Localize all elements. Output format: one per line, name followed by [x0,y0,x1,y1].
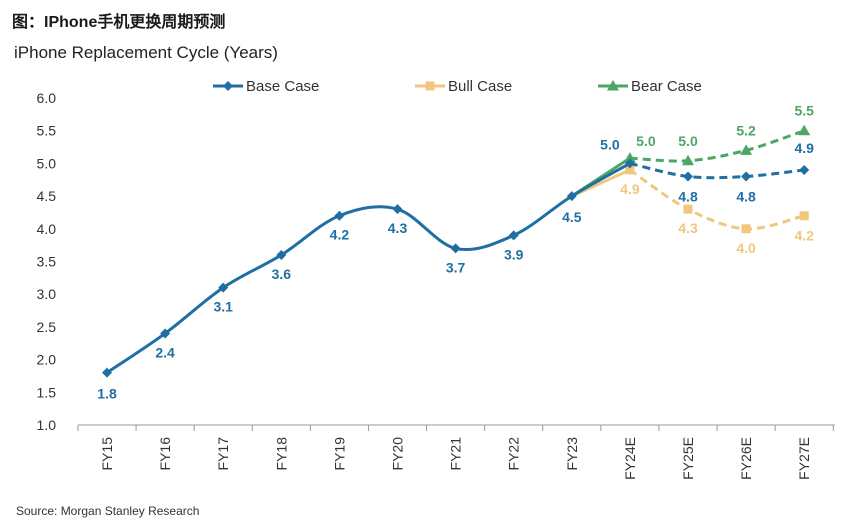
y-tick-label: 5.0 [37,155,57,171]
data-label: 4.8 [736,188,756,204]
bear-case-point [682,154,694,166]
data-label: 4.8 [678,188,698,204]
figure-title: 图：IPhone手机更换周期预测 [12,14,226,31]
y-tick-label: 4.5 [37,188,57,204]
x-tick-label: FY23 [564,437,580,471]
x-tick-label: FY15 [99,437,115,471]
base-case-point [508,230,519,241]
x-tick-label: FY24E [622,437,638,480]
series-layer [102,124,811,378]
data-label: 5.0 [636,133,656,149]
x-tick-label: FY18 [273,437,289,471]
data-label: 5.5 [794,103,814,119]
data-label: 4.3 [388,220,408,236]
bear-case-point [798,124,811,136]
base-case-point [683,171,693,182]
legend-label: Base Case [246,78,319,95]
legend-marker [223,81,233,91]
data-label: 1.8 [97,386,117,402]
bull-case-point [625,165,635,175]
y-tick-label: 3.5 [37,254,57,270]
data-label: 3.7 [446,259,466,275]
x-tick-label: FY27E [796,437,812,480]
bull-case-point [741,224,751,234]
legend-label: Bull Case [448,78,512,95]
data-label: 4.0 [736,240,756,256]
data-label: 4.3 [678,220,698,236]
x-tick-label: FY19 [331,437,347,471]
base-case-point [450,243,461,254]
x-tick-label: FY21 [448,437,464,471]
base-case-line-actual [106,162,631,374]
data-label: 5.0 [678,133,698,149]
chart-title: iPhone Replacement Cycle (Years) [14,43,278,62]
y-tick-label: 2.0 [37,352,57,368]
base-case-point [799,164,810,175]
legend-label: Bear Case [631,78,702,95]
source-note: Source: Morgan Stanley Research [16,504,200,518]
data-label: 3.6 [272,266,292,282]
bull-case-point [799,211,809,221]
bull-case-point [683,204,693,214]
x-tick-label: FY26E [738,437,754,480]
base-case-point [566,191,577,202]
y-tick-label: 1.5 [37,384,57,400]
bear-case-point [623,152,636,163]
y-tick-label: 4.0 [37,221,57,237]
data-label: 5.0 [600,136,620,152]
x-tick-label: FY17 [215,437,231,471]
bear-case-point [740,144,753,155]
base-case-point [218,282,229,293]
y-tick-label: 5.5 [37,123,57,139]
base-case-point [102,367,112,378]
bear-case-line-forecast [629,129,805,163]
base-case-point [160,328,171,339]
data-label: 4.9 [794,140,814,156]
y-tick-label: 1.0 [37,417,57,433]
data-label: 5.2 [736,122,756,138]
base-case-line-forecast [629,161,805,180]
base-case-point [334,210,345,221]
data-label: 3.9 [504,246,524,262]
data-label: 4.2 [794,228,814,244]
y-tick-label: 3.0 [37,286,57,302]
base-case-point [624,158,635,169]
base-case-point [392,204,403,215]
x-tick-label: FY20 [390,437,406,471]
y-tick-label: 6.0 [37,90,57,106]
line-chart: 1.0 1.5 2.0 2.5 3.0 3.5 4.0 4.5 5.0 5.5 6.0 FY15 FY1… [37,78,835,480]
x-tick-label: FY16 [157,437,173,471]
data-label: 4.9 [620,181,640,197]
base-case-point [741,171,752,182]
data-label: 3.1 [213,299,233,315]
legend: Base Case Bull Case Bear Case [213,78,702,95]
data-label: 4.5 [562,209,582,225]
x-tick-label: FY25E [680,437,696,480]
legend-marker [607,80,619,91]
data-label: 2.4 [155,344,175,360]
legend-marker [425,81,435,91]
data-label: 4.2 [330,227,350,243]
data-labels: 1.8 2.4 3.1 3.6 4.2 4.3 3.7 3.9 4.5 5.0 4.8 4.8 4.9 4… [97,103,814,402]
x-tick-label: FY22 [506,437,522,471]
axes: 1.0 1.5 2.0 2.5 3.0 3.5 4.0 4.5 5.0 5.5 6.0 FY15 FY1… [37,90,835,480]
y-tick-label: 2.5 [37,319,57,335]
base-case-point [276,249,287,260]
bull-case-line-forecast [629,168,805,231]
